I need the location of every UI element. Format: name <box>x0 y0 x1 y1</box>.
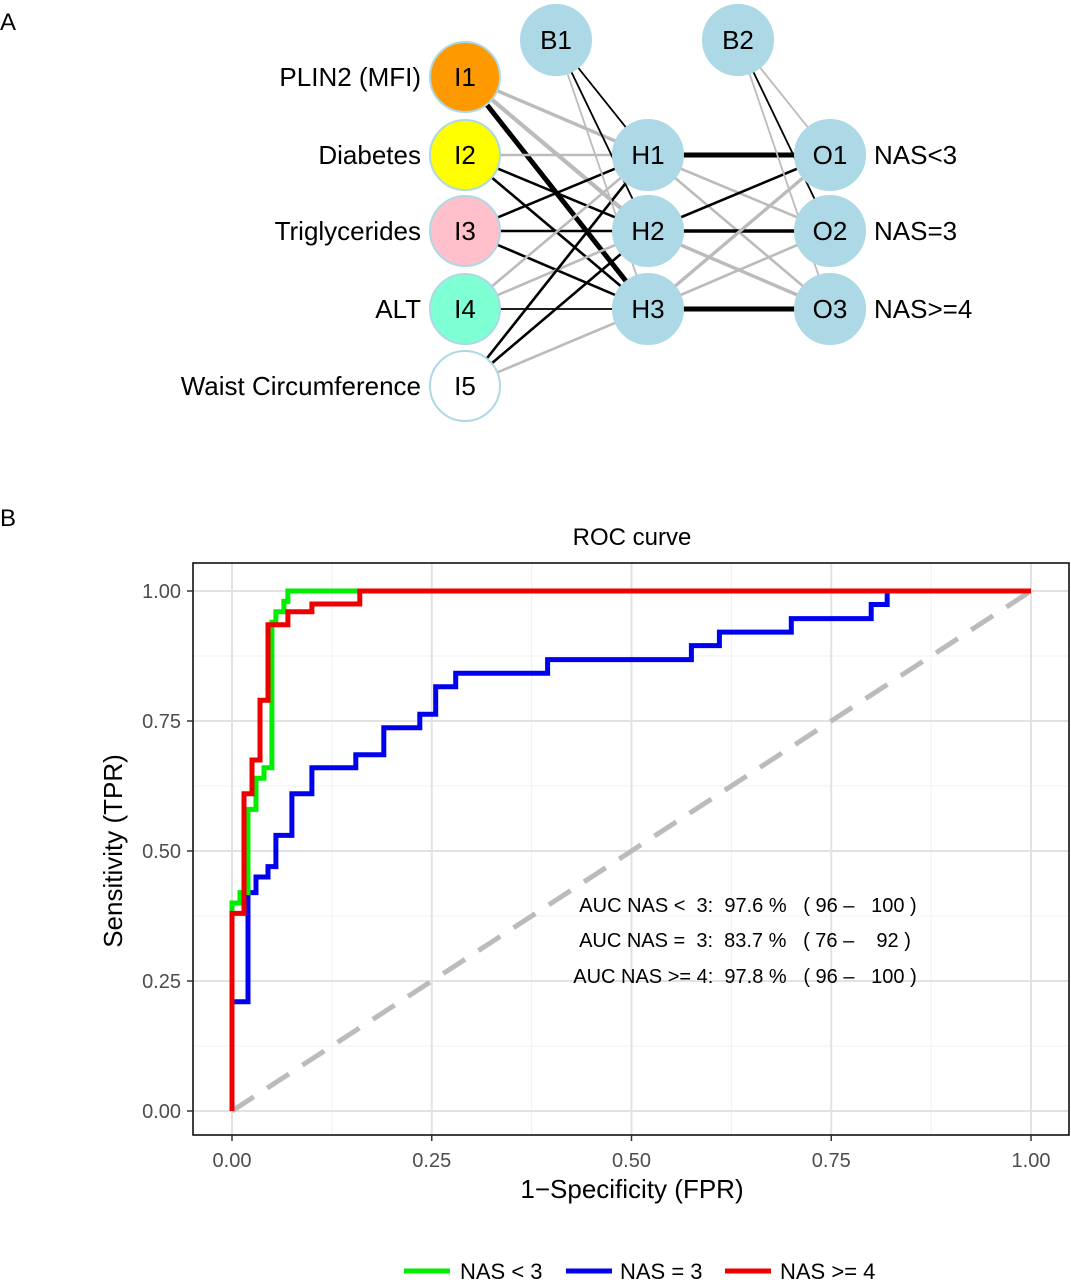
input-variable-label: Waist Circumference <box>181 371 421 401</box>
node-id-label: B2 <box>722 25 754 55</box>
connection-h3-o1 <box>646 153 832 311</box>
node-h2: H2 <box>612 195 684 267</box>
auc-annotation: AUC NAS = 3: 83.7 % ( 76 – 92 ) <box>579 930 911 952</box>
output-class-label: NAS=3 <box>874 216 957 246</box>
roc-line-series-1 <box>229 588 1031 1111</box>
node-id-label: I5 <box>454 371 476 401</box>
node-circle <box>429 350 501 422</box>
node-id-label: O3 <box>813 294 848 324</box>
node-id-label: O2 <box>813 216 848 246</box>
node-i3: I3 Triglycerides <box>275 195 501 267</box>
node-circle <box>794 195 866 267</box>
node-circle <box>429 273 501 345</box>
node-circle <box>520 4 592 76</box>
y-tick-label: 0.50 <box>142 841 181 863</box>
connection-i5-h2 <box>464 230 649 387</box>
input-variable-label: PLIN2 (MFI) <box>279 62 421 92</box>
chart-title: ROC curve <box>573 524 692 551</box>
node-h3: H3 <box>612 273 684 345</box>
node-o3: O3 NAS>=4 <box>794 273 972 345</box>
node-i2: I2 Diabetes <box>318 119 501 191</box>
x-tick-label: 0.00 <box>213 1150 252 1172</box>
input-variable-label: Diabetes <box>318 140 421 170</box>
y-axis-label: Sensitivity (TPR) <box>98 754 128 948</box>
node-circle <box>612 273 684 345</box>
node-i4: I4 ALT <box>375 273 501 345</box>
node-b1: B1 <box>520 4 592 76</box>
node-circle <box>429 119 501 191</box>
legend-item: NAS >= 4 <box>725 1259 875 1280</box>
auc-annotation: AUC NAS < 3: 97.6 % ( 96 – 100 ) <box>579 895 916 917</box>
x-tick-label: 0.25 <box>412 1150 451 1172</box>
node-id-label: B1 <box>540 25 572 55</box>
roc-line-series-2 <box>229 588 1031 1111</box>
node-id-label: I4 <box>454 294 476 324</box>
node-b2: B2 <box>702 4 774 76</box>
node-id-label: O1 <box>813 140 848 170</box>
legend-label: NAS >= 4 <box>780 1259 875 1280</box>
x-tick-label: 0.75 <box>812 1150 851 1172</box>
node-circle <box>429 41 501 113</box>
roc-series <box>229 588 1031 1111</box>
y-tick-label: 0.00 <box>142 1101 181 1123</box>
node-h1: H1 <box>612 119 684 191</box>
connection-i4-h1 <box>464 154 649 310</box>
output-class-label: NAS>=4 <box>874 294 972 324</box>
legend-item: NAS < 3 <box>404 1259 543 1280</box>
node-o2: O2 NAS=3 <box>794 195 957 267</box>
legend-item: NAS = 3 <box>566 1259 703 1280</box>
connection-i5-h1 <box>463 154 650 387</box>
input-variable-label: Triglycerides <box>275 216 421 246</box>
node-id-label: H1 <box>631 140 664 170</box>
node-id-label: I2 <box>454 140 476 170</box>
legend-label: NAS < 3 <box>460 1259 543 1280</box>
chance-line <box>230 588 1033 1114</box>
axis-ticks: 0.00 0.25 0.50 0.75 1.00 0.00 0.25 0.50 0.75 1.00 <box>142 581 1050 1172</box>
network-nodes: I1 PLIN2 (MFI) I2 Diabetes I3 Triglycerides I4… <box>181 4 972 422</box>
y-tick-label: 1.00 <box>142 581 181 603</box>
node-id-label: I3 <box>454 216 476 246</box>
auc-annotation: AUC NAS >= 4: 97.8 % ( 96 – 100 ) <box>573 966 917 988</box>
node-circle <box>612 119 684 191</box>
roc-chart: ROC curve 0.00 0.25 0.50 0.75 1.000.000.250.… <box>98 524 1070 1280</box>
y-tick-label: 0.75 <box>142 711 181 733</box>
node-circle <box>612 195 684 267</box>
node-circle <box>794 119 866 191</box>
connection-b2-o3 <box>737 39 831 310</box>
input-variable-label: ALT <box>375 294 421 324</box>
node-circle <box>702 4 774 76</box>
auc-annotations: AUC NAS < 3: 97.6 % ( 96 – 100 ) AUC NAS… <box>573 895 917 988</box>
node-o1: O1 NAS<3 <box>794 119 957 191</box>
x-tick-label: 0.50 <box>612 1150 651 1172</box>
node-id-label: I1 <box>454 62 476 92</box>
node-id-label: H3 <box>631 294 664 324</box>
panel-a-label: A <box>0 9 16 36</box>
chart-legend: NAS < 3 NAS = 3 NAS >= 4 <box>404 1259 875 1280</box>
node-i5: I5 Waist Circumference <box>181 350 501 422</box>
panel-b-label: B <box>0 505 16 532</box>
output-class-label: NAS<3 <box>874 140 957 170</box>
connection-b1-h3 <box>555 39 649 310</box>
legend-label: NAS = 3 <box>620 1259 703 1280</box>
x-tick-label: 1.00 <box>1012 1150 1051 1172</box>
x-axis-label: 1−Specificity (FPR) <box>520 1174 743 1204</box>
node-circle <box>794 273 866 345</box>
network-diagram: I1 PLIN2 (MFI) I2 Diabetes I3 Triglycerides I4… <box>181 4 972 422</box>
roc-line-series-0 <box>229 588 1031 1111</box>
node-circle <box>429 195 501 267</box>
y-tick-label: 0.25 <box>142 971 181 993</box>
node-id-label: H2 <box>631 216 664 246</box>
node-i1: I1 PLIN2 (MFI) <box>279 41 501 113</box>
